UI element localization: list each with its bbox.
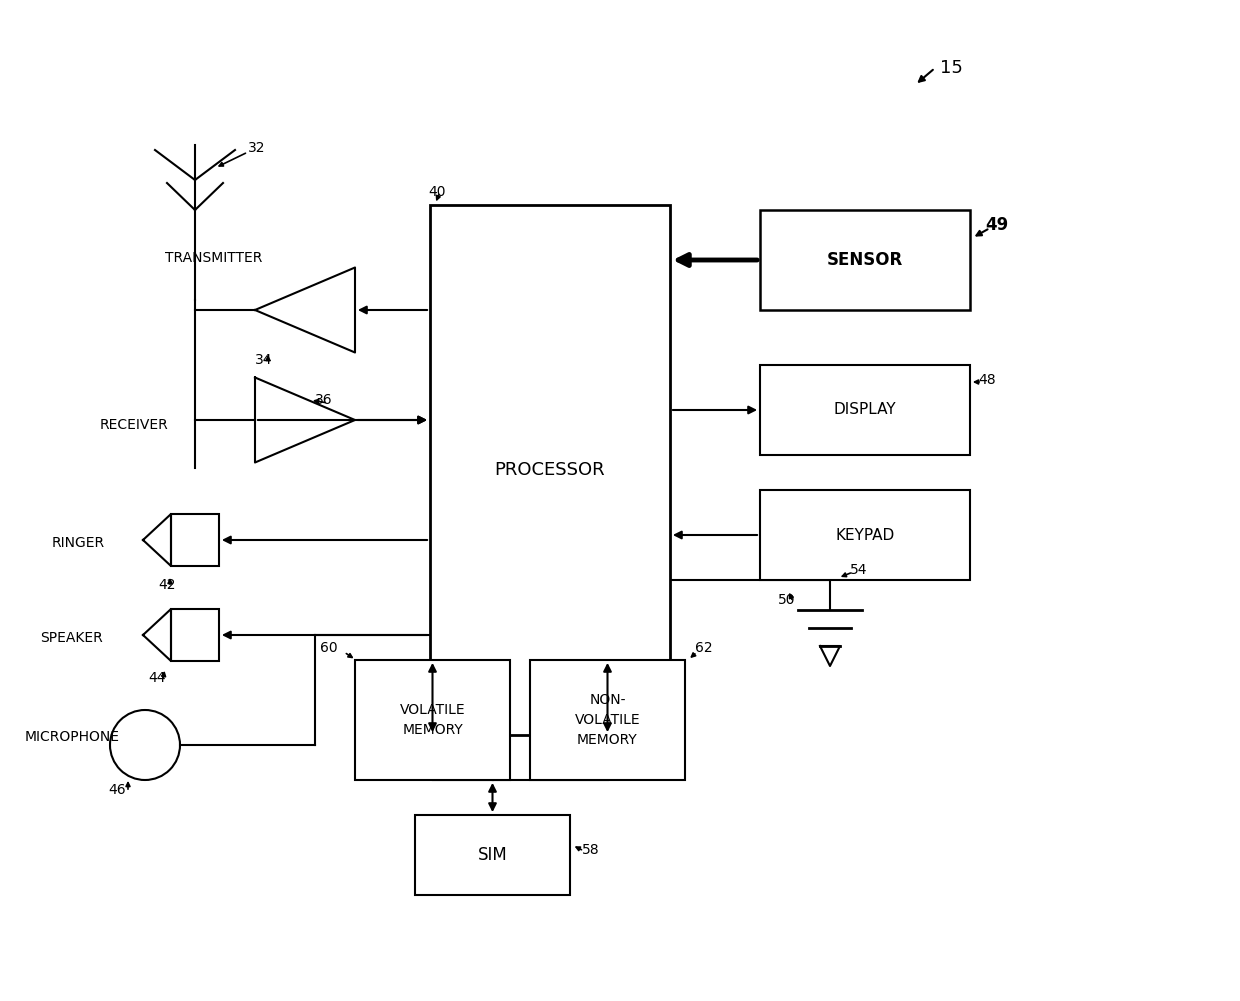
FancyBboxPatch shape (760, 365, 970, 455)
Text: 40: 40 (428, 185, 445, 199)
Text: 48: 48 (978, 373, 996, 387)
Text: RECEIVER: RECEIVER (100, 418, 169, 432)
Text: DISPLAY: DISPLAY (833, 402, 897, 417)
Text: MICROPHONE: MICROPHONE (25, 730, 120, 744)
Text: 34: 34 (255, 353, 273, 367)
FancyBboxPatch shape (430, 205, 670, 735)
Text: 32: 32 (248, 141, 265, 155)
Text: SENSOR: SENSOR (827, 251, 903, 269)
FancyBboxPatch shape (529, 660, 684, 780)
Text: TRANSMITTER: TRANSMITTER (165, 251, 263, 265)
Text: 60: 60 (320, 641, 339, 655)
FancyBboxPatch shape (760, 490, 970, 580)
FancyBboxPatch shape (171, 514, 219, 566)
FancyBboxPatch shape (355, 660, 510, 780)
FancyBboxPatch shape (760, 210, 970, 310)
Text: SPEAKER: SPEAKER (40, 631, 103, 645)
Text: 36: 36 (315, 393, 332, 407)
Text: VOLATILE
MEMORY: VOLATILE MEMORY (399, 704, 465, 737)
FancyBboxPatch shape (415, 815, 570, 895)
Text: 42: 42 (157, 578, 176, 592)
Text: 50: 50 (777, 593, 796, 607)
Text: RINGER: RINGER (52, 536, 105, 550)
Text: 49: 49 (985, 216, 1008, 234)
Text: 54: 54 (849, 563, 868, 577)
Text: SIM: SIM (477, 846, 507, 864)
Text: KEYPAD: KEYPAD (836, 528, 894, 543)
Text: 62: 62 (694, 641, 713, 655)
Text: PROCESSOR: PROCESSOR (495, 461, 605, 479)
Text: 46: 46 (108, 783, 125, 797)
Text: 58: 58 (582, 843, 600, 857)
Text: NON-
VOLATILE
MEMORY: NON- VOLATILE MEMORY (574, 694, 640, 747)
Text: 15: 15 (940, 59, 963, 77)
Text: 44: 44 (148, 671, 165, 685)
FancyBboxPatch shape (171, 609, 219, 661)
